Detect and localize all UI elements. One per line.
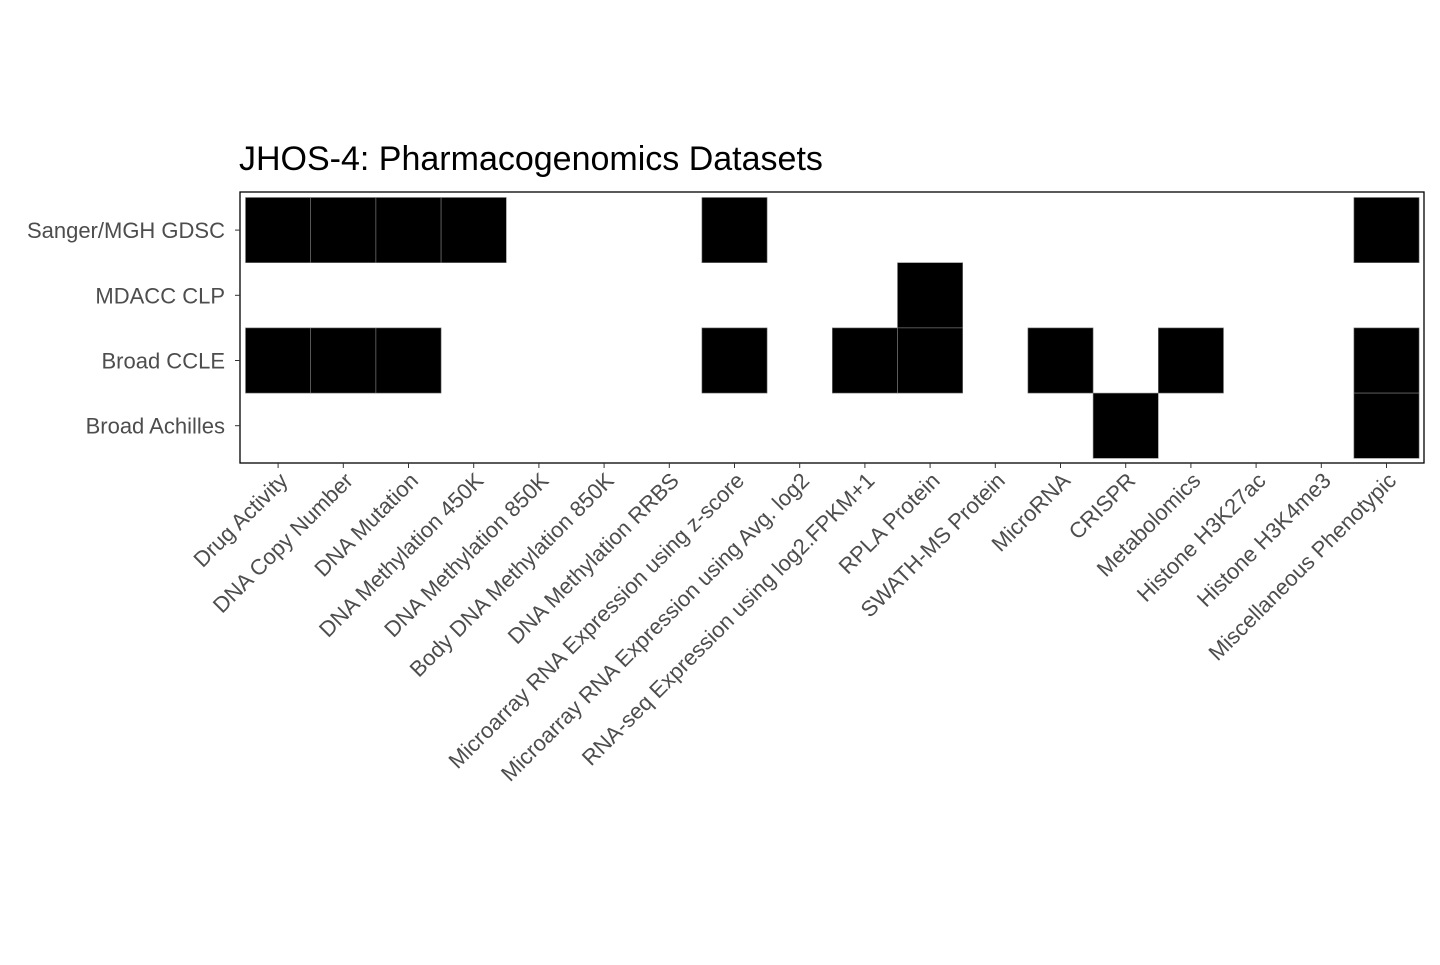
y-axis: Sanger/MGH GDSC MDACC CLP Broad CCLE Broad … — [27, 218, 240, 439]
heatmap-tile — [831, 327, 898, 394]
heatmap-tile — [1027, 327, 1094, 394]
tile-layer — [245, 197, 1420, 459]
heatmap-tile — [1158, 327, 1224, 394]
heatmap-tile — [245, 197, 311, 263]
y-tick-label: Broad Achilles — [86, 414, 225, 439]
heatmap-tile — [310, 197, 377, 263]
heatmap-tile — [701, 327, 768, 394]
heatmap-tile — [897, 262, 963, 329]
heatmap-tile — [1353, 197, 1420, 263]
heatmap-tile — [1353, 392, 1420, 459]
heatmap-tile — [701, 197, 768, 263]
y-tick-label: Broad CCLE — [101, 349, 225, 374]
heatmap-tile — [440, 197, 507, 263]
heatmap-tile — [375, 327, 442, 394]
heatmap-tile — [1092, 392, 1159, 459]
heatmap-tile — [310, 327, 377, 394]
panel-border — [239, 191, 1425, 464]
heatmap-tile — [1353, 327, 1420, 394]
heatmap-tile — [897, 327, 963, 394]
heatmap-tile — [375, 197, 442, 263]
heatmap-tile — [245, 327, 311, 394]
y-tick-label: Sanger/MGH GDSC — [27, 218, 225, 243]
chart-title: JHOS-4: Pharmacogenomics Datasets — [239, 140, 823, 178]
y-tick-label: MDACC CLP — [95, 283, 225, 308]
x-tick-label: Microarray RNA Expression using Avg. log… — [496, 468, 814, 786]
